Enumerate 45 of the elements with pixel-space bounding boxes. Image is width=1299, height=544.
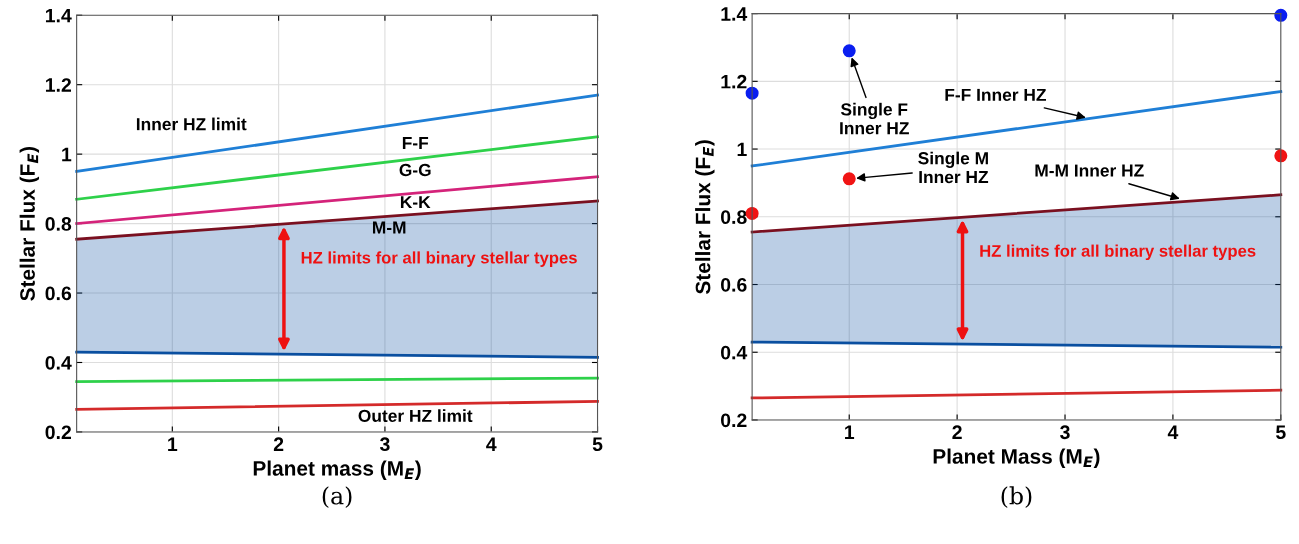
y-tick-label: 1.2 [45, 78, 71, 92]
text: (b) [1001, 486, 1032, 508]
y-tick-label: 0.4 [45, 355, 72, 370]
point [842, 44, 856, 58]
y-tick-label: 0.6 [721, 277, 747, 292]
x-tick-label: 3 [1060, 425, 1070, 440]
annotation: M-M [372, 221, 406, 234]
x-tick-label: 1 [168, 437, 178, 451]
y-tick-label: 1.4 [45, 8, 72, 23]
annotation: M-M Inner HZ [1035, 164, 1144, 177]
y-tick-label: 1.4 [721, 7, 748, 21]
y-axis-title: Stellar Flux (F$_{E}$) [19, 147, 40, 301]
annotation: F-F [402, 136, 429, 149]
x-tick-label: 2 [273, 437, 284, 451]
annotation: HZ limits for all binary stellar types [980, 244, 1256, 261]
x-axis-title: Planet Mass (M$_{E}$) [933, 448, 1100, 468]
x-tick-label: 4 [486, 437, 497, 451]
annotation: HZ limits for all binary stellar types [301, 251, 577, 267]
x-tick-label: 3 [379, 437, 390, 452]
annotation: F-F Inner HZ [945, 88, 1047, 102]
x-tick-label: 1 [845, 425, 855, 439]
x-axis-title: Planet mass (M$_{E}$) [253, 460, 421, 480]
y-tick-label: 0.2 [45, 425, 71, 440]
y-tick-label: 0.2 [721, 413, 747, 428]
point [1274, 8, 1288, 22]
annotation: Outer HZ limit [358, 409, 473, 423]
x-tick-label: 4 [1167, 425, 1179, 439]
y-tick-label: 0.8 [721, 210, 747, 225]
y-tick-label: 1 [737, 142, 747, 157]
point [842, 172, 856, 186]
y-tick-label: 0.4 [721, 345, 748, 360]
annotation: Single F Inner HZ [840, 102, 909, 135]
text: (a) [322, 486, 352, 508]
annotation: G-G [399, 163, 431, 177]
x-tick-label: 5 [592, 437, 603, 452]
y-tick-label: 0.6 [45, 286, 72, 301]
y-tick-label: 1.2 [721, 74, 747, 89]
y-tick-label: 1 [62, 147, 72, 162]
annotation: Inner HZ limit [136, 117, 247, 131]
y-axis-title: Stellar Flux (F$_{E}$) [695, 140, 715, 294]
y-tick-label: 0.8 [45, 217, 72, 231]
x-tick-label: 5 [1276, 425, 1286, 440]
annotation: K-K [400, 196, 431, 209]
x-tick-label: 2 [952, 425, 962, 439]
annotation: Single M Inner HZ [918, 151, 989, 184]
